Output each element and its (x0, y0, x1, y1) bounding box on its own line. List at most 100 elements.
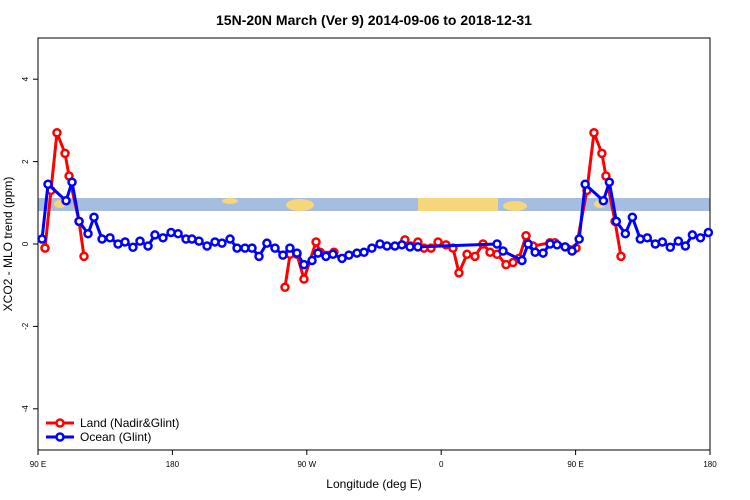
point (680, 241, 691, 251)
x-tick-label: 180 (703, 460, 717, 469)
point (574, 234, 584, 244)
point (307, 255, 317, 266)
point (397, 240, 407, 250)
point (597, 148, 607, 159)
point (74, 216, 84, 227)
point (413, 242, 423, 252)
point (642, 233, 653, 243)
point (254, 251, 264, 262)
point (454, 268, 464, 278)
chart-title: 15N-20N March (Ver 9) 2014-09-06 to 2018… (216, 12, 532, 28)
point (278, 250, 288, 260)
point (262, 238, 272, 248)
point (60, 148, 70, 159)
y-tick-label: -2 (21, 322, 30, 330)
point (359, 247, 369, 257)
point (285, 243, 295, 253)
legend-box (40, 411, 185, 447)
point (598, 195, 609, 206)
point (492, 239, 502, 249)
point (508, 257, 518, 268)
x-tick-label: 180 (166, 460, 180, 469)
point (616, 251, 626, 262)
point (673, 236, 684, 246)
point (37, 234, 47, 244)
legend-marker (55, 418, 65, 428)
point (270, 243, 280, 253)
point (83, 228, 93, 239)
point (657, 237, 668, 247)
point (589, 128, 599, 138)
point (433, 237, 443, 247)
point (52, 128, 62, 138)
point (173, 228, 183, 239)
point (40, 243, 50, 253)
legend-marker (55, 432, 65, 442)
point (280, 282, 290, 293)
point (627, 212, 638, 222)
point (462, 249, 472, 260)
point (299, 274, 309, 284)
point (498, 246, 508, 256)
x-tick-label: 90 E (30, 460, 46, 469)
map-strip (38, 198, 710, 211)
x-tick-label: 90 W (297, 460, 316, 469)
point (560, 242, 570, 252)
point (194, 236, 204, 246)
point (580, 179, 590, 190)
point (43, 179, 53, 190)
point (530, 247, 540, 257)
point (538, 248, 548, 258)
point (225, 234, 235, 244)
point (143, 241, 153, 251)
point (67, 177, 77, 187)
point (105, 233, 115, 243)
point (665, 242, 676, 253)
point (695, 233, 706, 243)
point (313, 248, 323, 258)
point (687, 230, 698, 240)
y-tick-label: 4 (21, 76, 30, 81)
point (128, 242, 138, 253)
point (150, 230, 160, 240)
point (521, 231, 531, 241)
point (405, 242, 415, 252)
point (232, 243, 242, 253)
point (89, 212, 99, 222)
x-tick-label: 90 E (567, 460, 583, 469)
point (292, 248, 302, 258)
point (247, 243, 257, 253)
y-axis-label: XCO2 - MLO trend (ppm) (1, 177, 15, 312)
point (135, 236, 145, 246)
x-axis-label: Longitude (deg E) (326, 477, 421, 491)
point (523, 239, 533, 249)
point (382, 241, 392, 251)
point (567, 246, 577, 256)
y-tick-label: 2 (21, 159, 30, 164)
point (311, 237, 321, 247)
point (120, 237, 130, 247)
point (328, 249, 338, 260)
point (61, 195, 71, 206)
point (517, 255, 527, 266)
point (217, 238, 227, 248)
point (620, 228, 631, 239)
point (158, 233, 168, 243)
legend-label: Ocean (Glint) (80, 430, 151, 444)
point (470, 251, 480, 262)
point (703, 227, 714, 238)
point (97, 234, 107, 244)
point (604, 177, 615, 187)
legend-label: Land (Nadir&Glint) (80, 416, 179, 430)
point (552, 240, 562, 250)
y-tick-label: -4 (21, 405, 30, 413)
point (611, 216, 622, 227)
x-tick-label: 0 (439, 460, 444, 469)
y-tick-label: 0 (21, 241, 30, 246)
point (79, 251, 89, 262)
point (202, 241, 212, 251)
point (344, 250, 354, 260)
point (367, 243, 377, 253)
point (299, 259, 309, 270)
